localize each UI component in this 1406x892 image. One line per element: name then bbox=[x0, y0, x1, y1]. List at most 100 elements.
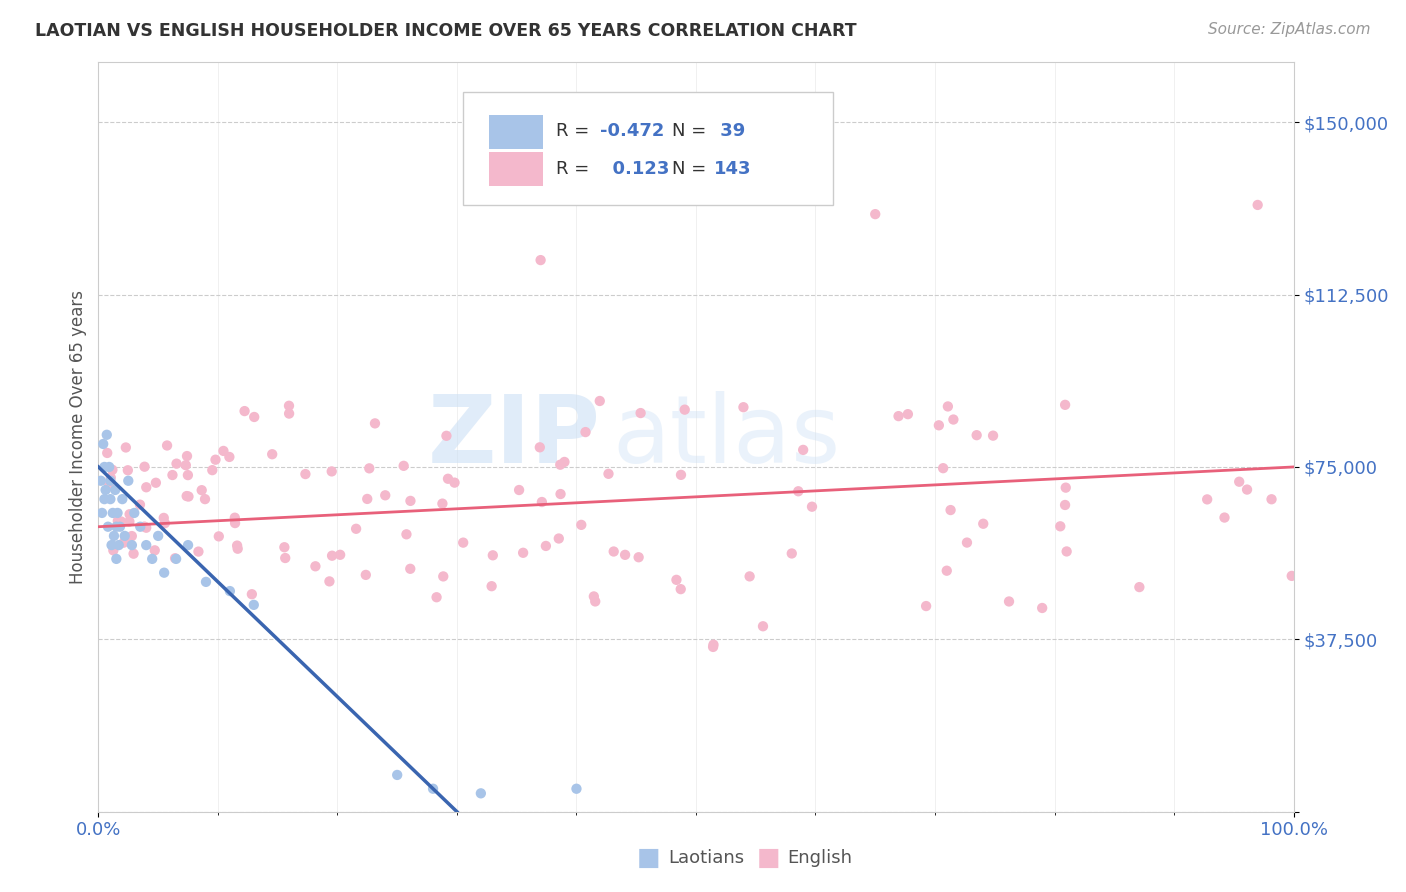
Point bbox=[103, 529, 125, 543]
Point bbox=[124, 506, 146, 520]
Text: -0.472: -0.472 bbox=[600, 122, 665, 140]
Text: Laotians: Laotians bbox=[668, 849, 744, 867]
Point bbox=[94, 483, 117, 497]
Point bbox=[426, 591, 449, 605]
Point bbox=[100, 470, 122, 484]
Text: atlas: atlas bbox=[613, 391, 841, 483]
Point bbox=[212, 444, 235, 458]
Point bbox=[91, 437, 114, 451]
Point bbox=[915, 599, 938, 613]
Point bbox=[865, 207, 887, 221]
Point bbox=[574, 425, 596, 439]
Point bbox=[627, 550, 650, 565]
Point bbox=[512, 546, 534, 560]
Point bbox=[143, 543, 166, 558]
Point bbox=[224, 516, 246, 530]
Point bbox=[111, 492, 134, 507]
Point bbox=[148, 529, 170, 543]
Point bbox=[294, 467, 316, 481]
Point bbox=[787, 484, 810, 499]
Text: ■: ■ bbox=[756, 847, 780, 870]
Point bbox=[614, 548, 637, 562]
Point bbox=[432, 569, 454, 583]
Point bbox=[966, 428, 988, 442]
Point bbox=[108, 519, 131, 533]
Point bbox=[115, 531, 138, 545]
Point bbox=[105, 552, 128, 566]
Point bbox=[569, 517, 592, 532]
Point bbox=[177, 538, 200, 552]
Point bbox=[101, 506, 124, 520]
Point bbox=[432, 497, 454, 511]
Point bbox=[752, 619, 775, 633]
Point bbox=[756, 175, 779, 189]
Point bbox=[936, 400, 959, 414]
Point bbox=[194, 492, 217, 507]
Point bbox=[121, 529, 143, 543]
Point bbox=[935, 564, 957, 578]
Point bbox=[392, 458, 415, 473]
Point bbox=[118, 515, 141, 529]
Bar bbox=[489, 115, 543, 149]
Bar bbox=[489, 153, 543, 186]
Point bbox=[422, 781, 444, 796]
Point bbox=[942, 412, 965, 426]
Point bbox=[152, 511, 174, 525]
Point bbox=[93, 459, 115, 474]
Point bbox=[932, 461, 955, 475]
Point bbox=[602, 544, 624, 558]
Point bbox=[177, 490, 200, 504]
Point bbox=[274, 551, 297, 566]
Point bbox=[98, 492, 122, 507]
Point bbox=[110, 515, 132, 529]
Point bbox=[702, 640, 724, 654]
Point bbox=[107, 514, 129, 528]
Point bbox=[508, 483, 530, 497]
Text: R =: R = bbox=[557, 160, 595, 178]
Point bbox=[399, 494, 422, 508]
Point bbox=[374, 488, 396, 502]
Point bbox=[582, 590, 605, 604]
Text: Source: ZipAtlas.com: Source: ZipAtlas.com bbox=[1208, 22, 1371, 37]
Point bbox=[304, 559, 326, 574]
Text: LAOTIAN VS ENGLISH HOUSEHOLDER INCOME OVER 65 YEARS CORRELATION CHART: LAOTIAN VS ENGLISH HOUSEHOLDER INCOME OV… bbox=[35, 22, 856, 40]
Point bbox=[243, 409, 266, 424]
Point bbox=[1247, 198, 1270, 212]
Point bbox=[218, 450, 240, 464]
Text: 0.123: 0.123 bbox=[600, 160, 669, 178]
Point bbox=[165, 551, 187, 566]
Point bbox=[553, 455, 575, 469]
Point bbox=[443, 475, 465, 490]
Point bbox=[1281, 569, 1303, 583]
Text: ■: ■ bbox=[637, 847, 661, 870]
Point bbox=[385, 768, 409, 782]
Point bbox=[141, 552, 163, 566]
Point bbox=[673, 402, 696, 417]
Point bbox=[589, 394, 612, 409]
Point bbox=[165, 552, 187, 566]
Point bbox=[738, 569, 761, 583]
Point bbox=[114, 441, 136, 455]
Point bbox=[118, 507, 141, 521]
Point bbox=[702, 638, 724, 652]
Point bbox=[548, 458, 571, 472]
Point bbox=[117, 474, 139, 488]
Text: English: English bbox=[787, 849, 852, 867]
Text: 39: 39 bbox=[714, 122, 745, 140]
Point bbox=[190, 483, 212, 498]
Point bbox=[226, 541, 249, 556]
Point bbox=[107, 506, 129, 520]
Point bbox=[482, 549, 505, 563]
Point bbox=[104, 483, 127, 497]
Point bbox=[1056, 544, 1078, 558]
Point bbox=[201, 463, 224, 477]
Text: 143: 143 bbox=[714, 160, 751, 178]
Point bbox=[90, 474, 112, 488]
Point bbox=[112, 535, 135, 549]
Point bbox=[1054, 398, 1077, 412]
Point bbox=[98, 478, 121, 492]
Point bbox=[395, 527, 418, 541]
Point bbox=[1128, 580, 1150, 594]
Point bbox=[262, 447, 284, 461]
Point bbox=[204, 452, 226, 467]
